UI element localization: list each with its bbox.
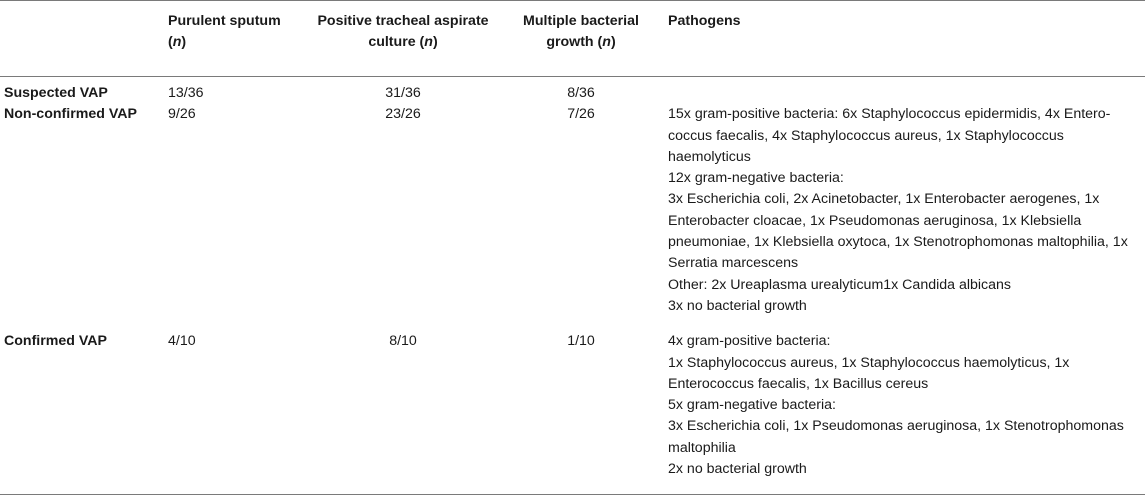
cell-pathogens: 15x gram-positive bacteria: 6x Staphyloc… <box>662 104 1145 331</box>
cell-multiple: 7/26 <box>567 106 595 123</box>
cell-pathogens: 4x gram-positive bacteria: 1x Staphyloco… <box>662 331 1145 495</box>
header-positive-culture: Positive tracheal aspirate culture (n) <box>306 0 500 77</box>
pathogen-line: Other: 2x Ureaplasma urealyticum1x Candi… <box>668 276 1012 293</box>
header-row-label <box>0 0 162 77</box>
header-italic: n <box>602 34 611 51</box>
cell-positive: 8/10 <box>306 331 500 495</box>
cell-purulent: 9/26 <box>168 106 196 123</box>
cell-multiple: 8/36 <box>567 85 595 101</box>
header-text: Multiple bacterial growth ( <box>523 13 639 51</box>
pathogen-line: 5x gram-negative bacteria: <box>668 397 836 414</box>
header-italic: n <box>172 34 182 51</box>
pathogen-line: 2x no bacterial growth <box>668 461 807 478</box>
header-italic: n <box>424 34 433 51</box>
header-after: ) <box>432 34 438 51</box>
pathogen-line: 12x gram-negative bacteria: <box>668 170 844 187</box>
row-label: Suspected VAP <box>4 85 108 101</box>
row-label: Confirmed VAP <box>0 331 162 495</box>
cell-purulent: 4/10 <box>162 331 306 495</box>
table-header: Purulent sputum (n) Positive tracheal as… <box>0 0 1145 77</box>
table-body: Suspected VAP 13/36 31/36 8/36 Non-confi… <box>0 77 1145 495</box>
header-text: Positive tracheal aspirate culture ( <box>317 13 489 51</box>
header-after: ) <box>181 34 187 51</box>
pathogen-line: 3x Escherichia coli, 1x Pseudomonas aeru… <box>668 418 1124 456</box>
row-label: Non-confirmed VAP <box>4 106 137 123</box>
cell-multiple: 1/10 <box>500 331 662 495</box>
cell-positive: 31/36 <box>385 85 421 101</box>
pathogen-line: 4x gram-positive bacteria: <box>668 333 831 350</box>
pathogen-line: 3x Escherichia coli, 2x Acinetobacter, 1… <box>668 191 1128 272</box>
header-multiple-growth: Multiple bacterial growth (n) <box>500 0 662 77</box>
header-text: Pathogens <box>668 13 741 29</box>
header-pathogens: Pathogens <box>662 0 1145 77</box>
pathogen-line: 3x no bacterial growth <box>668 297 807 314</box>
header-row: Purulent sputum (n) Positive tracheal as… <box>0 0 1145 77</box>
pathogen-line: 15x gram-positive bacteria: 6x Staphyloc… <box>668 106 1111 165</box>
header-purulent-sputum: Purulent sputum (n) <box>162 0 306 77</box>
cell-purulent: 13/36 <box>168 85 204 101</box>
cell-positive: 23/26 <box>385 106 421 123</box>
header-text: Purulent sputum ( <box>168 13 281 51</box>
header-after: ) <box>610 34 616 51</box>
table-row: Confirmed VAP 4/10 8/10 1/10 4x gram-pos… <box>0 331 1145 495</box>
pathogen-line: 1x Staphylococcus aureus, 1x Staphylococ… <box>668 354 1070 392</box>
table-row: Suspected VAP 13/36 31/36 8/36 <box>0 77 1145 105</box>
table-row: Non-confirmed VAP 9/26 23/26 7/26 15x gr… <box>0 104 1145 331</box>
cell-pathogens <box>662 77 1145 105</box>
